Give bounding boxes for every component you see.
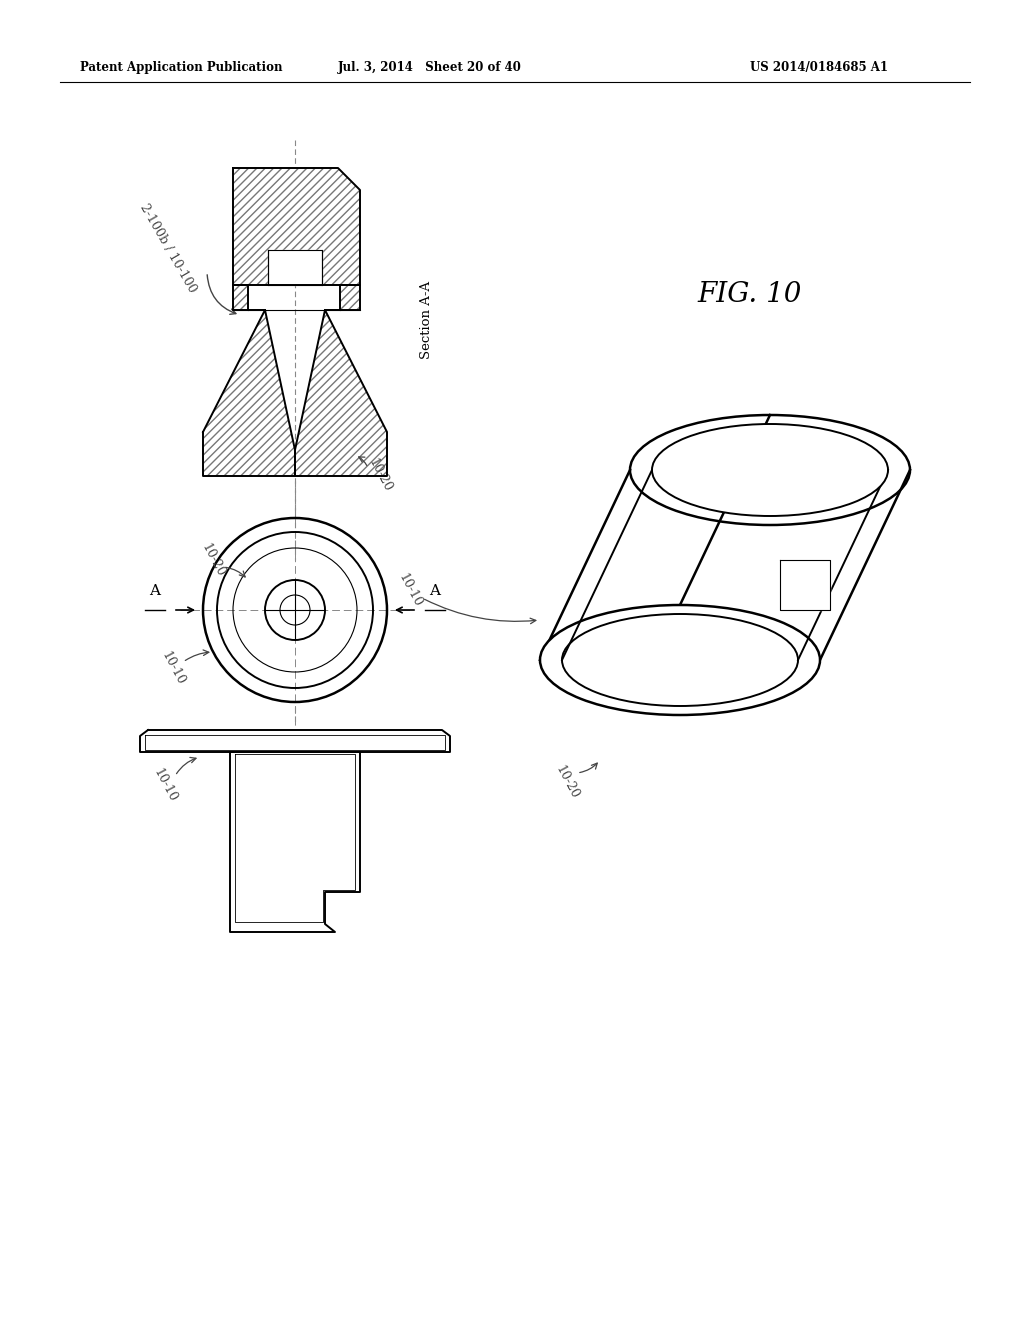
Text: FIG. 10: FIG. 10 [697, 281, 802, 309]
Text: US 2014/0184685 A1: US 2014/0184685 A1 [750, 62, 888, 74]
Text: 10-20: 10-20 [199, 541, 227, 579]
Text: 10-10: 10-10 [396, 572, 424, 609]
Polygon shape [230, 752, 360, 932]
Text: 10-10: 10-10 [159, 649, 187, 686]
Text: Jul. 3, 2014   Sheet 20 of 40: Jul. 3, 2014 Sheet 20 of 40 [338, 62, 522, 74]
Text: A: A [150, 583, 161, 598]
Text: 10-10: 10-10 [151, 766, 179, 804]
Ellipse shape [562, 614, 798, 706]
Polygon shape [295, 310, 387, 477]
Ellipse shape [540, 605, 820, 715]
Text: A: A [429, 583, 440, 598]
Text: 2-100b / 10-100: 2-100b / 10-100 [137, 201, 199, 294]
Polygon shape [268, 249, 322, 285]
Polygon shape [233, 285, 265, 310]
Text: Section A-A: Section A-A [420, 281, 433, 359]
Text: 10-20: 10-20 [366, 455, 394, 494]
Polygon shape [233, 168, 360, 285]
Polygon shape [325, 285, 360, 310]
Ellipse shape [652, 424, 888, 516]
Polygon shape [780, 560, 830, 610]
Polygon shape [140, 730, 450, 752]
Ellipse shape [630, 414, 910, 525]
Text: 10-20: 10-20 [553, 763, 582, 801]
Text: Patent Application Publication: Patent Application Publication [80, 62, 283, 74]
Polygon shape [203, 310, 295, 477]
